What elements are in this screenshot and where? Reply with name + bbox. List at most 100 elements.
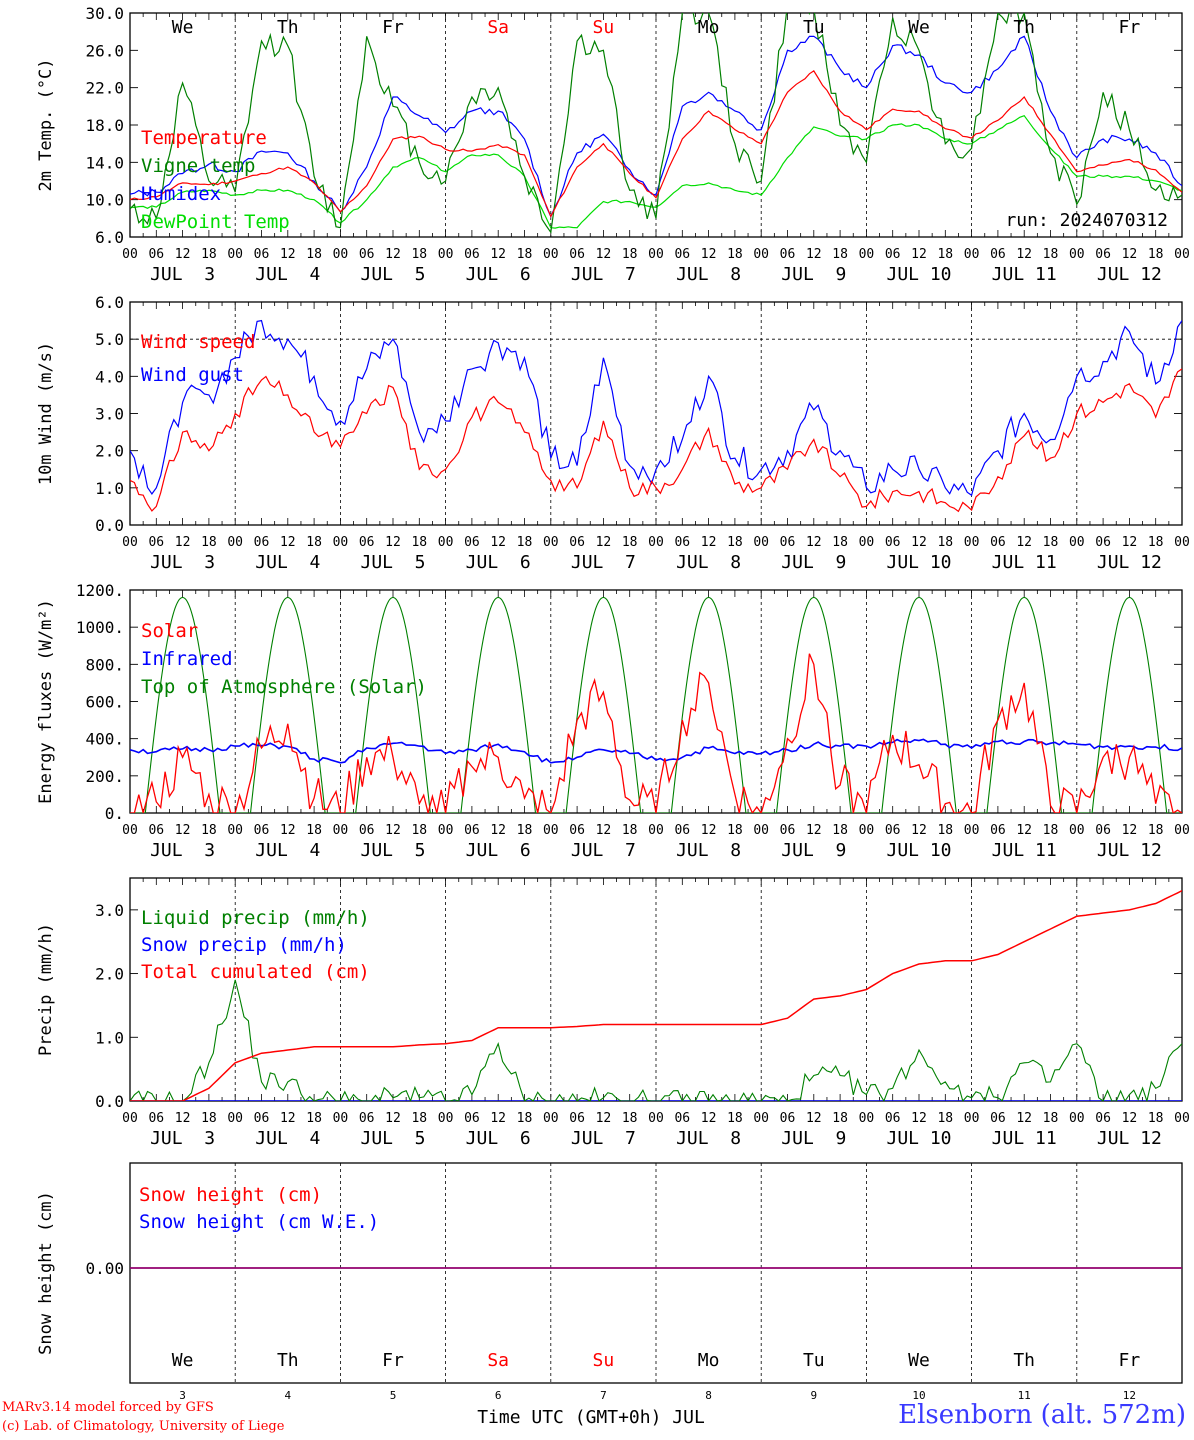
hour-tick-label: 18	[517, 1111, 533, 1126]
legend-entry: Liquid precip (mm/h)	[141, 907, 370, 929]
hour-tick-label: 06	[148, 823, 164, 838]
temperature-series-line	[130, 13, 1182, 234]
hour-tick-label: 00	[438, 823, 454, 838]
hour-tick-label: 12	[701, 823, 717, 838]
date-label: JUL 6	[466, 1128, 531, 1149]
date-label: JUL 10	[886, 840, 951, 861]
hour-tick-label: 06	[464, 535, 480, 550]
hour-tick-label: 00	[1174, 535, 1190, 550]
weekday-label: Fr	[1119, 1350, 1141, 1371]
hour-tick-label: 00	[227, 535, 243, 550]
hour-tick-label: 06	[885, 823, 901, 838]
date-label: JUL 7	[571, 840, 636, 861]
hour-tick-label: 00	[859, 1111, 875, 1126]
date-label: JUL 7	[571, 264, 636, 285]
hour-tick-label: 18	[201, 535, 217, 550]
date-label: JUL 8	[676, 264, 741, 285]
y-tick-label: 30.0	[85, 4, 124, 23]
hour-tick-label: 00	[122, 1111, 138, 1126]
energy-lines	[130, 596, 1182, 813]
hour-tick-label: 18	[201, 823, 217, 838]
hour-tick-label: 00	[859, 535, 875, 550]
hour-tick-label: 06	[1095, 823, 1111, 838]
legend-entry: Solar	[141, 620, 198, 642]
hour-tick-label: 06	[359, 823, 375, 838]
date-label: JUL 3	[150, 552, 215, 573]
hour-tick-label: 00	[1174, 247, 1190, 262]
hour-tick-label: 06	[990, 247, 1006, 262]
weekday-label: Fr	[1119, 17, 1141, 38]
hour-tick-label: 18	[832, 1111, 848, 1126]
hour-tick-label: 06	[254, 247, 270, 262]
day-number-label: 6	[495, 1389, 502, 1402]
hour-tick-label: 06	[885, 1111, 901, 1126]
hour-tick-label: 00	[648, 535, 664, 550]
date-label: JUL 6	[466, 840, 531, 861]
date-label: JUL 4	[255, 1128, 320, 1149]
hour-tick-label: 06	[885, 247, 901, 262]
y-tick-label: 3.0	[95, 405, 124, 424]
hour-tick-label: 18	[306, 823, 322, 838]
hour-tick-label: 00	[543, 535, 559, 550]
hour-tick-label: 12	[596, 823, 612, 838]
y-tick-label: 0.0	[95, 1092, 124, 1111]
hour-tick-label: 00	[438, 1111, 454, 1126]
legend-entry: Vigne temp	[141, 155, 255, 177]
hour-tick-label: 12	[385, 1111, 401, 1126]
infrared-line	[130, 738, 1182, 764]
date-label: JUL 12	[1097, 1128, 1162, 1149]
date-label: JUL 10	[886, 552, 951, 573]
hour-tick-label: 06	[1095, 1111, 1111, 1126]
legend-entry: Total cumulated (cm)	[141, 961, 370, 983]
weekday-label: We	[172, 1350, 194, 1371]
hour-tick-label: 18	[937, 247, 953, 262]
y-tick-label: 200.	[85, 767, 124, 786]
date-label: JUL 5	[360, 552, 425, 573]
date-label: JUL 7	[571, 552, 636, 573]
precip-panel: 00 06 12 18 00 06 12 18 00 06 12 18 00 06 12 18 00 06 12 18…	[36, 877, 1190, 1149]
hour-tick-label: 06	[569, 247, 585, 262]
hour-tick-label: 12	[701, 535, 717, 550]
date-label: JUL 5	[360, 1128, 425, 1149]
hour-tick-label: 06	[990, 823, 1006, 838]
hour-tick-label: 18	[411, 247, 427, 262]
hour-tick-label: 06	[464, 247, 480, 262]
y-tick-label: 6.0	[95, 293, 124, 312]
hour-tick-label: 00	[543, 1111, 559, 1126]
hour-tick-label: 00	[1174, 823, 1190, 838]
hour-tick-label: 00	[964, 247, 980, 262]
hour-tick-label: 12	[385, 535, 401, 550]
hour-tick-label: 18	[937, 535, 953, 550]
hour-tick-label: 18	[1148, 247, 1164, 262]
y-tick-label: 1.0	[95, 1028, 124, 1047]
y-tick-label: 800.	[85, 655, 124, 674]
hour-tick-label: 06	[674, 823, 690, 838]
total-cumulated-line	[130, 890, 1182, 1101]
hour-tick-label: 00	[438, 247, 454, 262]
weekday-label: Su	[593, 17, 615, 38]
hour-tick-label: 12	[490, 535, 506, 550]
day-number-label: 9	[810, 1389, 817, 1402]
date-label: JUL 6	[466, 552, 531, 573]
date-label: JUL 7	[571, 1128, 636, 1149]
weekday-label: Tu	[803, 1350, 825, 1371]
day-number-label: 8	[705, 1389, 712, 1402]
x-axis-title: Time UTC (GMT+0h) JUL	[477, 1407, 705, 1428]
weekday-label: Mo	[698, 17, 720, 38]
hour-tick-label: 00	[964, 1111, 980, 1126]
hour-tick-label: 18	[622, 1111, 638, 1126]
date-label: JUL 8	[676, 1128, 741, 1149]
date-label: JUL 5	[360, 840, 425, 861]
weekday-label: Sa	[487, 17, 509, 38]
date-label: JUL 5	[360, 264, 425, 285]
hour-tick-label: 12	[175, 247, 191, 262]
y-tick-label: 26.0	[85, 41, 124, 60]
y-axis-label: Precip (mm/h)	[36, 923, 56, 1056]
hour-tick-label: 00	[122, 247, 138, 262]
legend-entry: Snow height (cm W.E.)	[139, 1211, 379, 1233]
hour-tick-label: 12	[911, 247, 927, 262]
hour-tick-label: 06	[780, 823, 796, 838]
hour-tick-label: 18	[1148, 535, 1164, 550]
hour-tick-label: 00	[753, 1111, 769, 1126]
hour-tick-label: 06	[254, 823, 270, 838]
